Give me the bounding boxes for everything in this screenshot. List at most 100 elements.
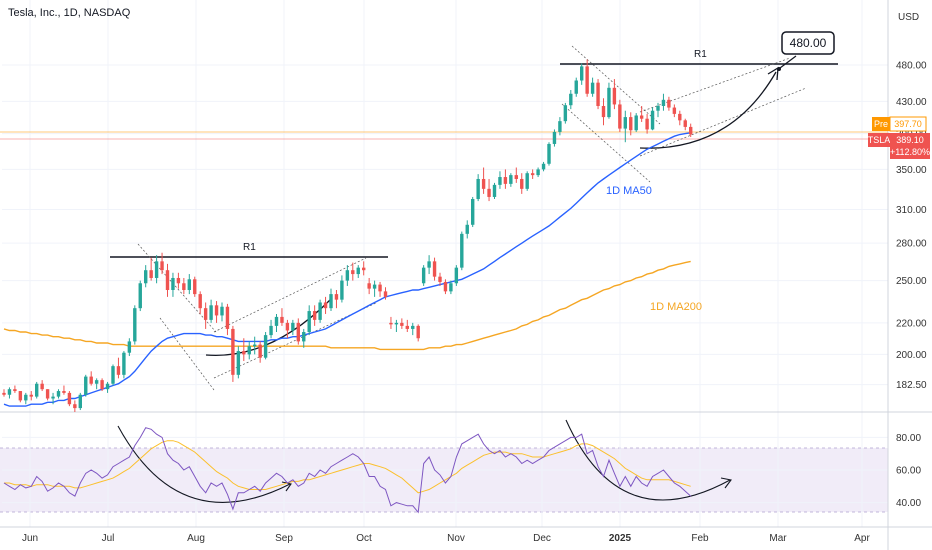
pre-tag-value-bg bbox=[889, 116, 927, 132]
candle bbox=[558, 117, 562, 136]
candle-body bbox=[460, 233, 464, 268]
candle-body bbox=[689, 126, 693, 135]
candle-body bbox=[612, 87, 617, 105]
candle-body bbox=[498, 177, 502, 185]
candle bbox=[78, 392, 82, 411]
candle bbox=[607, 82, 611, 119]
candle bbox=[421, 265, 426, 286]
candle bbox=[411, 322, 415, 336]
candle bbox=[296, 318, 300, 345]
candle bbox=[416, 324, 420, 342]
candle-body bbox=[236, 351, 241, 375]
candle-body bbox=[24, 394, 28, 401]
candle-body bbox=[509, 175, 513, 184]
candle-body bbox=[149, 270, 153, 278]
candle-body bbox=[492, 184, 497, 197]
callout-pointer bbox=[779, 55, 797, 69]
candle-body bbox=[62, 391, 66, 393]
candle bbox=[460, 231, 464, 271]
pre-tag-label-bg bbox=[872, 117, 890, 131]
candle-body bbox=[138, 283, 142, 309]
x-tick-label: Sep bbox=[275, 533, 293, 544]
y-tick-label: 250.00 bbox=[896, 276, 927, 287]
candle-body bbox=[122, 352, 126, 375]
candle bbox=[133, 305, 137, 345]
candle bbox=[187, 274, 191, 295]
candle-body bbox=[503, 177, 508, 184]
candle bbox=[198, 291, 202, 314]
candle-body bbox=[2, 392, 6, 395]
candle bbox=[541, 161, 546, 172]
candle bbox=[127, 338, 132, 357]
y-tick-label: 182.50 bbox=[896, 380, 927, 391]
candle bbox=[329, 288, 333, 312]
candle bbox=[242, 338, 246, 362]
channel-line bbox=[137, 243, 217, 333]
ma200-line bbox=[3, 260, 691, 351]
candle bbox=[51, 392, 55, 405]
candle-body bbox=[541, 163, 546, 170]
candle-body bbox=[574, 80, 578, 94]
candle bbox=[236, 346, 241, 379]
annotation-ma50: 1D MA50 bbox=[606, 185, 652, 197]
candle-body bbox=[51, 396, 55, 399]
channel-line bbox=[159, 317, 215, 391]
candles-layer bbox=[2, 59, 693, 412]
candle-body bbox=[421, 267, 426, 284]
candle-body bbox=[258, 344, 262, 358]
candle-body bbox=[100, 380, 104, 390]
candle bbox=[111, 364, 115, 386]
candle-body bbox=[111, 366, 115, 384]
candle bbox=[525, 171, 529, 191]
candle-body bbox=[558, 121, 562, 132]
candle bbox=[394, 319, 399, 333]
rsi-tick-label: 80.00 bbox=[896, 433, 921, 444]
candle-body bbox=[405, 325, 409, 329]
candle bbox=[492, 182, 497, 200]
candle-body bbox=[13, 389, 17, 392]
candle bbox=[672, 104, 677, 118]
candle bbox=[645, 113, 649, 134]
candle bbox=[612, 79, 617, 110]
candle bbox=[481, 167, 486, 194]
candle-body bbox=[400, 322, 404, 326]
candle-body bbox=[547, 143, 551, 164]
candle-body bbox=[383, 291, 388, 297]
candle-body bbox=[242, 351, 246, 355]
candle bbox=[569, 90, 573, 110]
candle bbox=[618, 99, 622, 132]
pre-tag-label: Pre bbox=[874, 119, 888, 129]
candle bbox=[2, 389, 6, 397]
candle bbox=[18, 391, 23, 403]
candle bbox=[438, 272, 442, 286]
candle bbox=[220, 302, 224, 322]
candle bbox=[563, 102, 568, 124]
candle-body bbox=[154, 261, 159, 278]
candle-body bbox=[449, 283, 453, 292]
candle bbox=[269, 319, 273, 339]
candle-body bbox=[345, 270, 350, 281]
candle-body bbox=[432, 261, 437, 277]
candle bbox=[62, 385, 66, 395]
candle bbox=[323, 296, 328, 314]
candle bbox=[340, 275, 344, 303]
candle bbox=[307, 305, 311, 336]
candle bbox=[383, 287, 388, 300]
candle-body bbox=[476, 178, 480, 200]
arrow-head bbox=[281, 481, 292, 492]
candle bbox=[509, 173, 513, 187]
candle-body bbox=[367, 283, 371, 289]
candle bbox=[356, 265, 360, 278]
callout-box bbox=[781, 31, 835, 55]
candle bbox=[372, 280, 377, 297]
channel-line bbox=[571, 45, 661, 125]
candle-body bbox=[438, 276, 442, 282]
candle-body bbox=[29, 394, 33, 397]
candle-body bbox=[394, 322, 399, 325]
candle bbox=[105, 381, 110, 393]
candle-body bbox=[105, 383, 110, 390]
candle bbox=[498, 171, 502, 189]
candle bbox=[231, 325, 235, 382]
candle bbox=[176, 272, 181, 289]
candle-body bbox=[280, 316, 284, 323]
